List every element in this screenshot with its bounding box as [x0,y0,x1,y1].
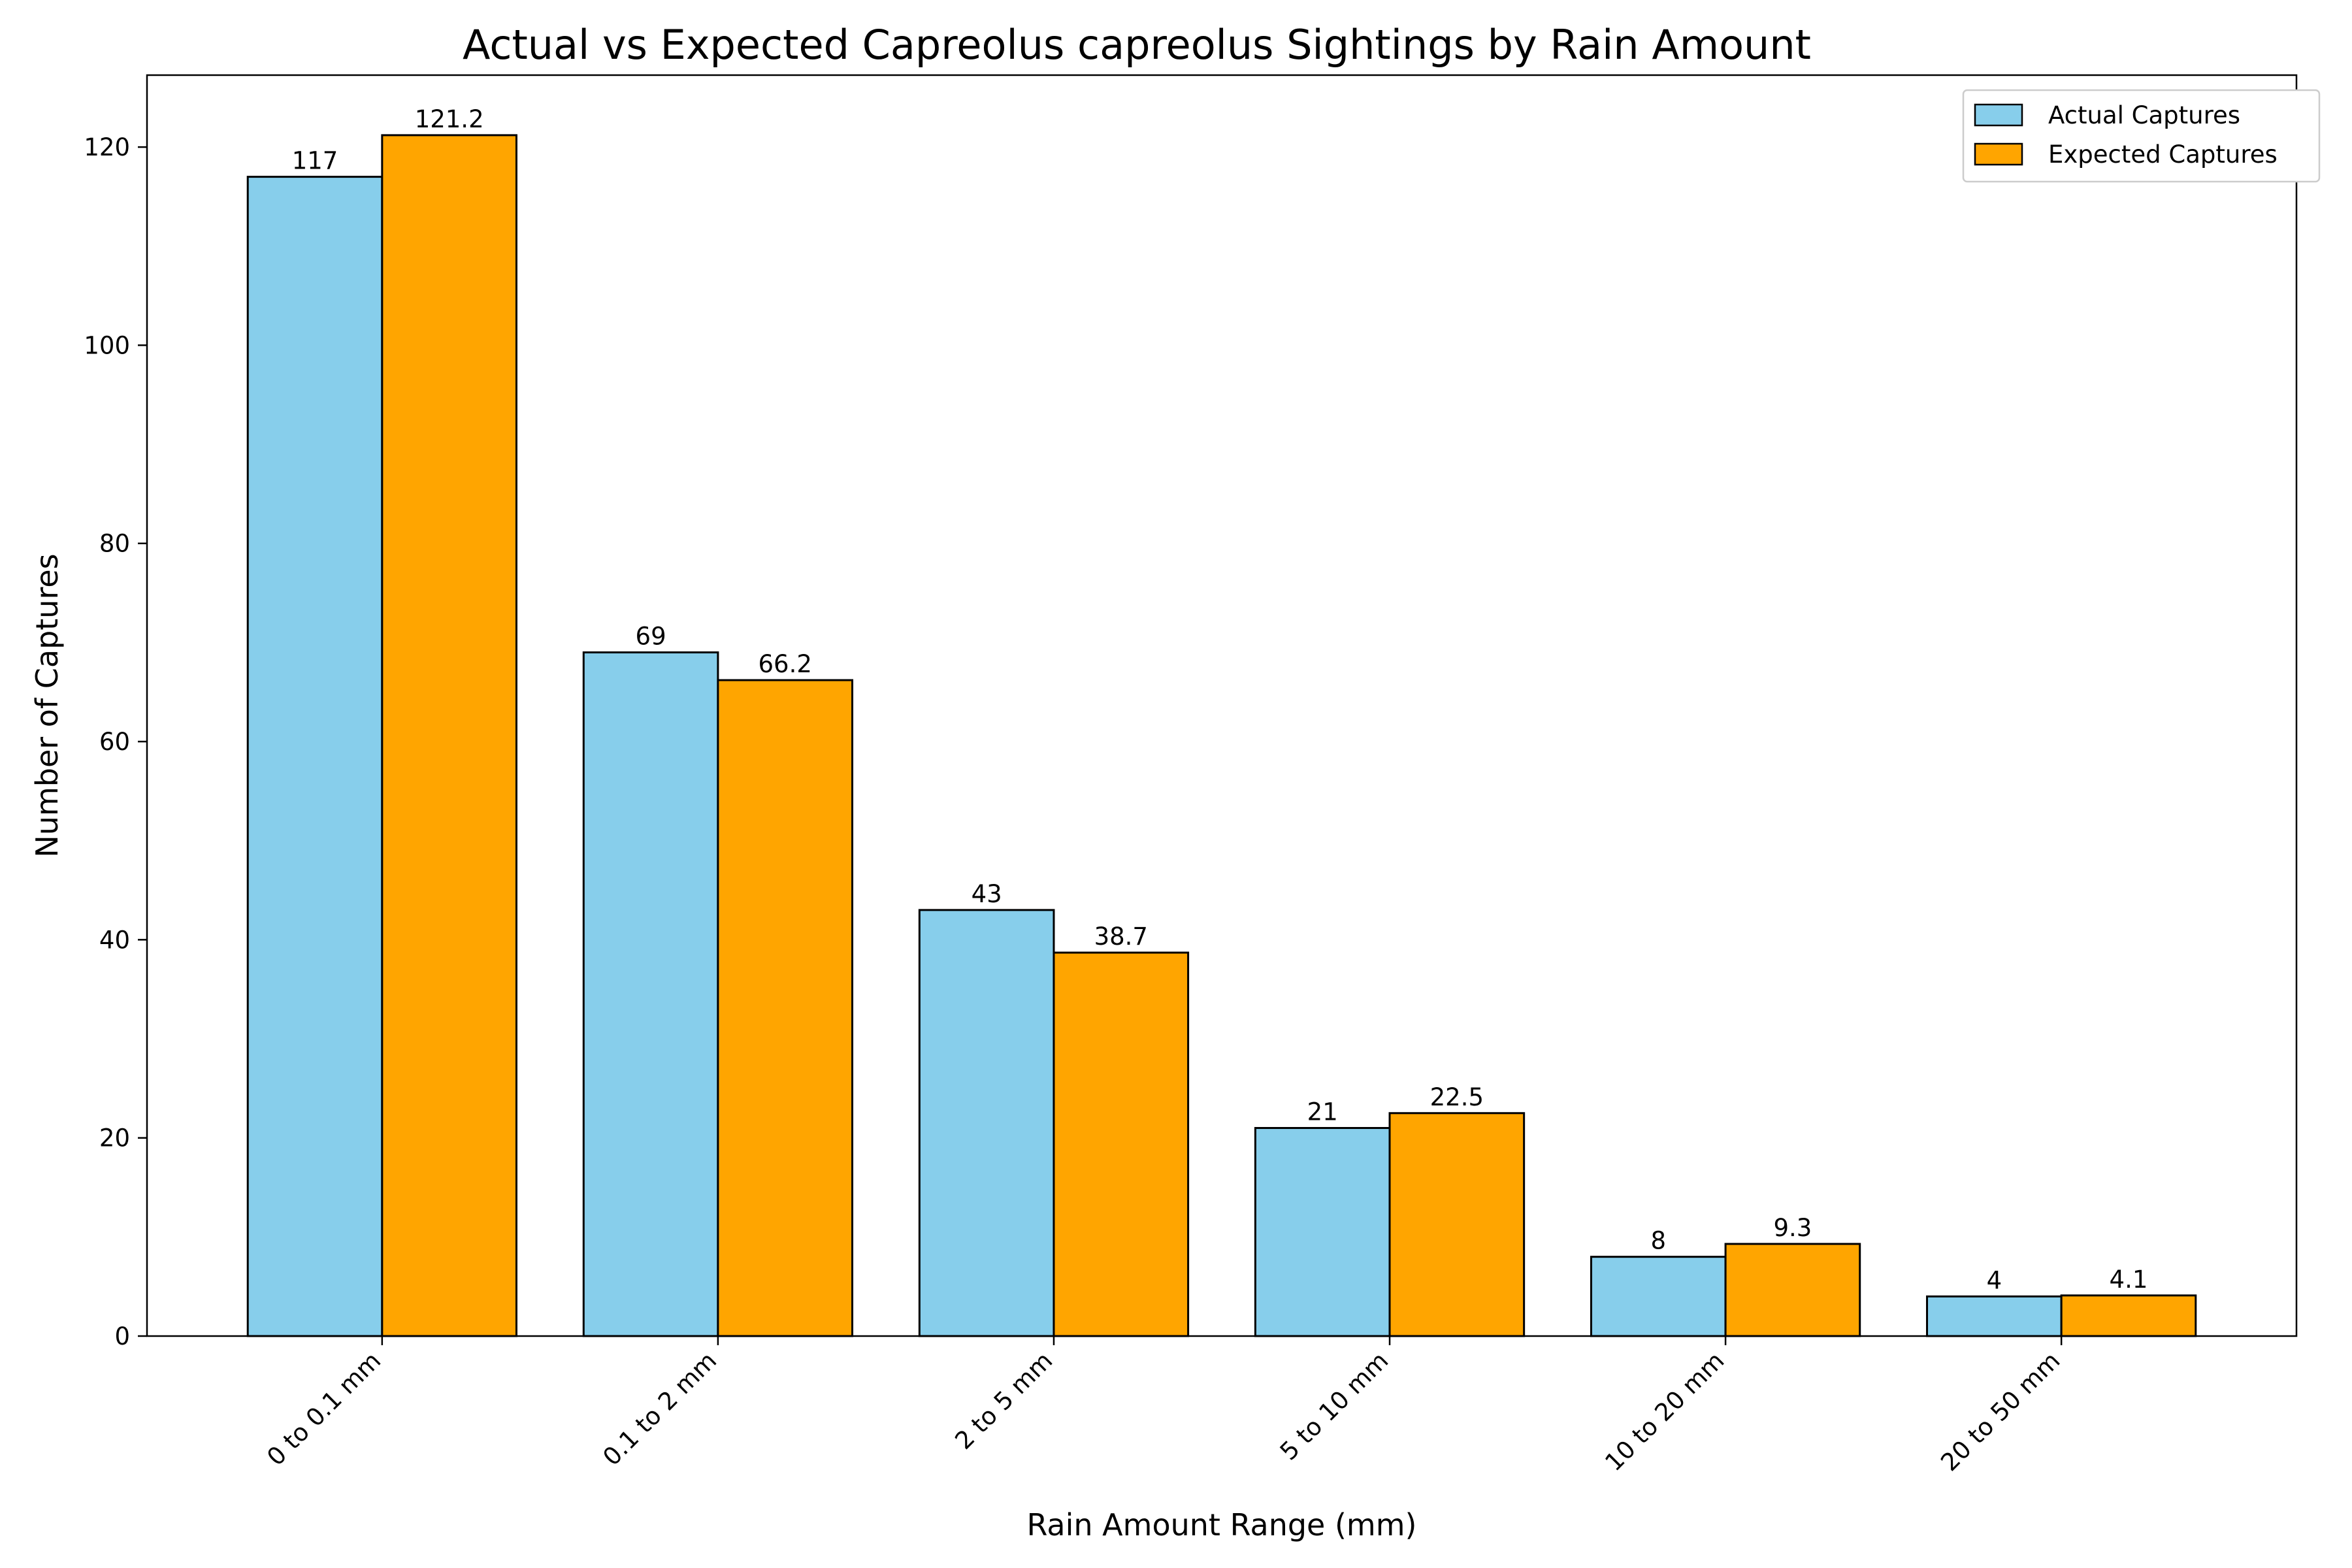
bar-value-label: 4 [1987,1266,2002,1294]
y-tick-label: 20 [99,1124,130,1152]
legend-swatch [1974,142,2023,166]
bar-value-label: 66.2 [759,650,812,678]
bar-value-label: 21 [1307,1098,1338,1126]
bar-labels-group: 117 69 43 21 8 4 121.2 66.2 38.7 22.5 9.3 4.1 [292,105,2148,1294]
y-tick-label: 120 [84,133,130,161]
y-tick-label: 0 [114,1322,130,1350]
y-axis-label: Number of Captures [29,553,65,857]
bars-group [246,134,2197,1337]
legend-entry-label: Expected Captures [2048,140,2278,169]
x-axis: 0 to 0.1 mm 0.1 to 2 mm 2 to 5 mm 5 to 10 m… [261,1336,2066,1477]
x-tick-label: 20 to 50 mm [1935,1347,2065,1477]
bar [246,176,384,1337]
x-tick-label: 10 to 20 mm [1599,1347,1729,1477]
bar [381,134,517,1337]
bar [1724,1243,1861,1337]
bar-value-label: 43 [972,880,1002,908]
bar [1053,951,1190,1337]
legend: Actual Captures Expected Captures [1962,89,2321,183]
bar-value-label: 121.2 [415,105,484,133]
bar [1388,1112,1526,1337]
bar [2060,1294,2197,1337]
y-tick-label: 60 [99,728,130,756]
y-tick-label: 80 [99,530,130,558]
bar-value-label: 69 [636,623,666,651]
bar [918,909,1055,1337]
bar-value-label: 9.3 [1773,1214,1812,1242]
chart-title: Actual vs Expected Capreolus capreolus S… [463,21,1811,69]
bar [1926,1295,2063,1337]
x-tick-label: 0 to 0.1 mm [261,1347,386,1471]
bar [1254,1127,1391,1337]
legend-frame [1962,89,2321,183]
legend-swatch [1974,103,2023,127]
y-tick-label: 40 [99,926,130,954]
bar [1590,1256,1727,1337]
x-tick-label: 0.1 to 2 mm [597,1347,722,1471]
bar-value-label: 4.1 [2110,1266,2148,1294]
y-axis: 0 20 40 60 80 100 120 [84,133,147,1350]
x-tick-label: 2 to 5 mm [949,1347,1058,1455]
bar [717,679,854,1337]
bar [582,651,719,1337]
x-axis-label: Rain Amount Range (mm) [1026,1507,1416,1543]
x-tick-label: 5 to 10 mm [1275,1347,1394,1466]
bar-value-label: 22.5 [1430,1083,1484,1111]
plot-frame [146,74,2298,1337]
bar-value-label: 38.7 [1094,923,1148,951]
bar-value-label: 8 [1651,1227,1667,1255]
legend-entry-label: Actual Captures [2048,101,2240,129]
bar-value-label: 117 [292,147,338,175]
y-tick-label: 100 [84,331,130,359]
